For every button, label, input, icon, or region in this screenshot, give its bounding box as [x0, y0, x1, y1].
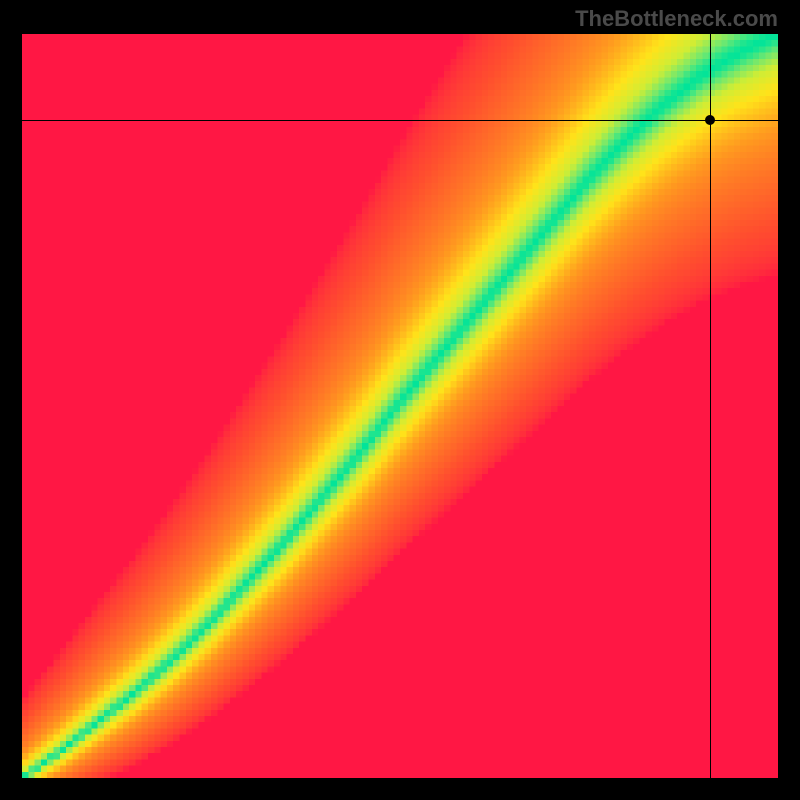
crosshair-vertical: [710, 34, 711, 778]
watermark-text: TheBottleneck.com: [575, 6, 778, 32]
heatmap-plot: [22, 34, 778, 778]
crosshair-horizontal: [22, 120, 778, 121]
heatmap-canvas: [22, 34, 778, 778]
crosshair-point: [705, 115, 715, 125]
